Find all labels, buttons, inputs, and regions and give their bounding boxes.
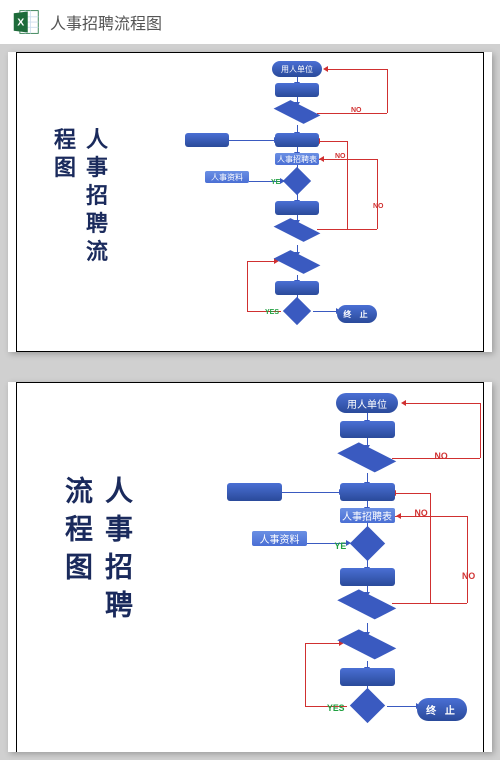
flow-node-r1 [340,421,395,439]
flow-node-d4 [338,629,397,659]
flow-node-r2b [227,483,282,501]
flow-node-r2 [275,133,319,147]
header-title: 人事招聘流程图 [50,10,162,34]
flow-node-mat: 人事资料 [205,171,249,183]
flowchart-canvas-1: 用人单位人事招聘表人事资料终 止 NO NO NO YE YES [17,53,483,351]
flow-node-d5 [349,688,384,723]
flow-node-r3 [275,201,319,215]
flow-node-start: 用人单位 [336,393,399,413]
edge-label-no: NO [415,508,428,518]
flow-node-term: 终 止 [337,305,377,323]
flow-node-d1 [338,442,397,472]
edge-label-no: NO [335,153,346,160]
flow-node-term: 终 止 [417,698,467,721]
flow-node-mat: 人事资料 [252,531,307,546]
flow-node-r3 [340,568,395,586]
flow-node-d3 [274,218,321,242]
flow-node-d2 [283,167,311,195]
flow-node-start: 用人单位 [272,61,322,77]
flow-node-d4 [274,250,321,274]
header: X 人事招聘流程图 [0,0,500,44]
edge-label-no: NO [462,571,475,581]
edge-label-no: NO [351,107,362,114]
edge-label-yes: YES [327,703,345,713]
flowchart-canvas-2: 用人单位人事招聘表人事资料终 止 NO NO NO YE YES [17,383,483,752]
flow-node-r4 [340,668,395,686]
flow-node-d3 [338,589,397,619]
edge-label-no: NO [435,451,448,461]
flow-node-r1 [275,83,319,97]
edge-label-no: NO [373,203,384,210]
flow-node-d1 [274,100,321,124]
flow-node-d5 [283,297,311,325]
flow-node-d2 [349,525,384,560]
edge-label-ye: YE [335,541,347,551]
flow-node-r2 [340,483,395,501]
flow-node-r4 [275,281,319,295]
edge-label-yes: YES [265,309,279,316]
svg-text:X: X [17,17,24,29]
edge-label-ye: YE [271,179,280,186]
flow-node-r2b [185,133,229,147]
preview-card-2: 人事招聘流程图 用人单位人事招聘表人事资料终 止NONONOYEYES [8,382,492,752]
preview-card-1: 人事招聘流程图 用人单位人事招聘表人事资料终 止NONONOYEYES [8,52,492,352]
flow-node-form: 人事招聘表 [340,508,395,523]
excel-icon: X [12,8,40,36]
flow-node-form: 人事招聘表 [275,153,319,165]
